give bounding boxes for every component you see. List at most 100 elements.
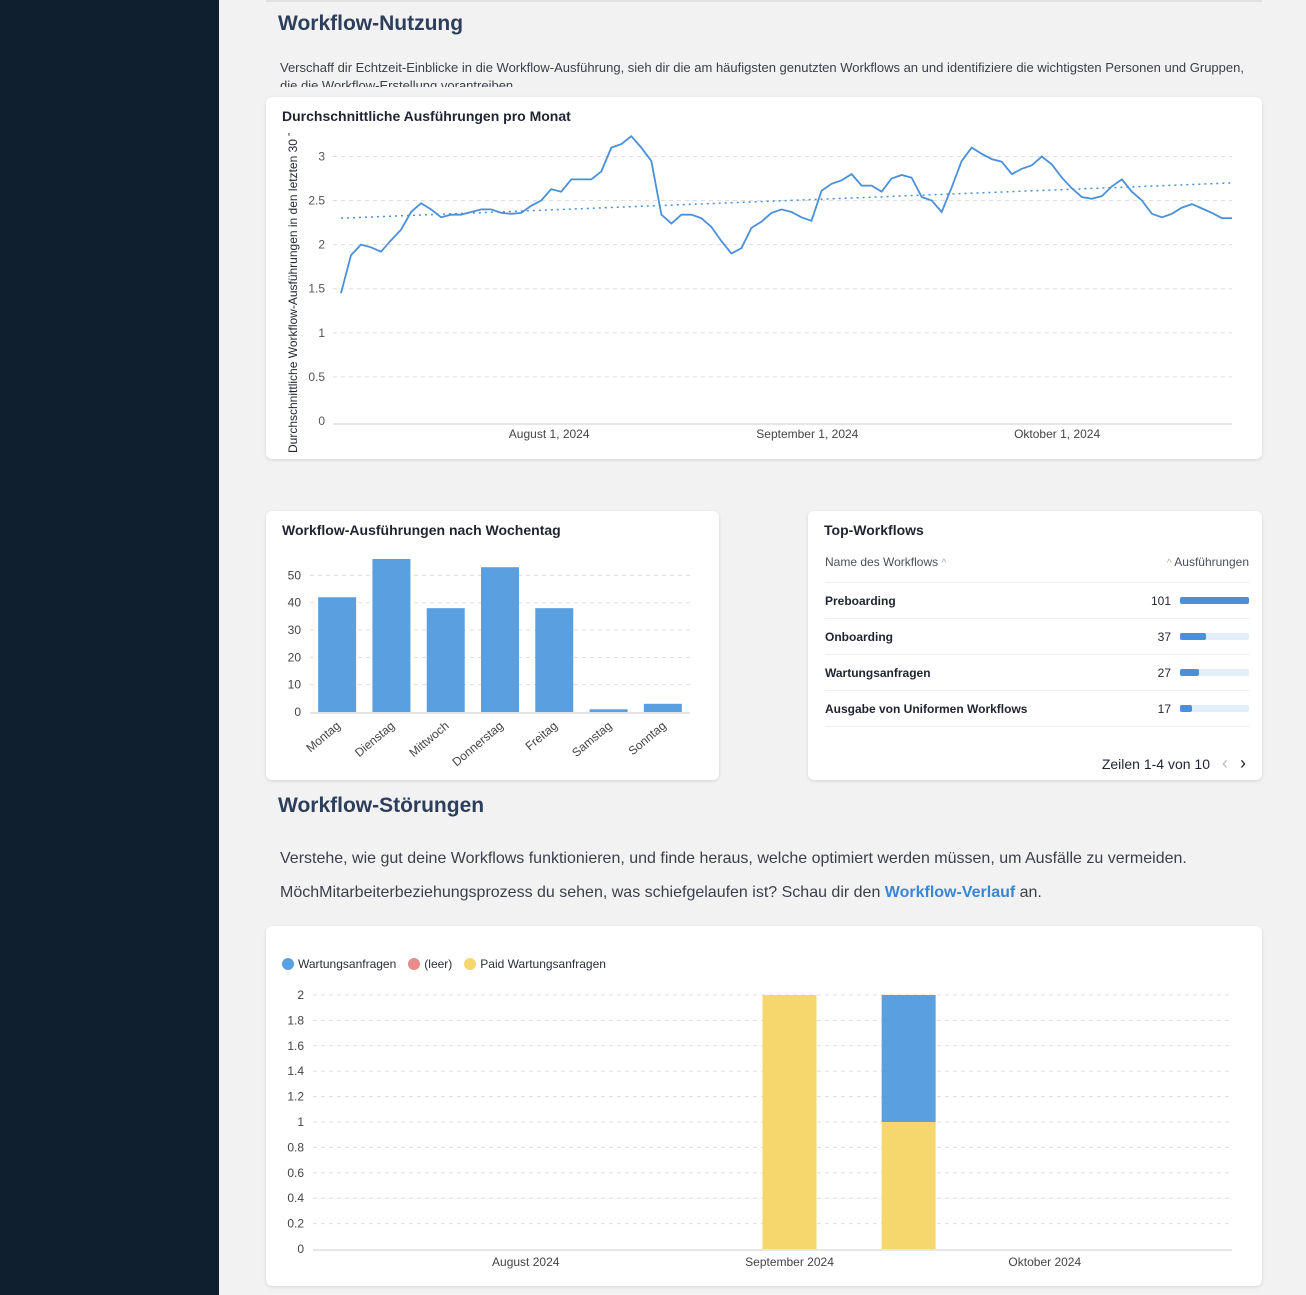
workflow-history-link[interactable]: Workflow-Verlauf bbox=[884, 884, 1016, 901]
y-tick-label: 0.8 bbox=[287, 1140, 304, 1154]
table-header: Name des Workflows ^ ^ Ausführungen bbox=[825, 555, 1249, 581]
table-row[interactable]: Ausgabe von Uniformen Workflows 17 bbox=[825, 690, 1249, 726]
count-bar bbox=[1180, 633, 1249, 640]
failures-stacked-bar-chart: 0 0.2 0.4 0.6 0.8 1 1.2 1.4 1.6 1.8 2 August 2024 S… bbox=[287, 988, 1232, 1269]
pagination-label: Zeilen 1-4 von 10 bbox=[1101, 755, 1210, 772]
stacked-bar-segment bbox=[881, 995, 936, 1122]
line-chart-title: Durchschnittliche Ausführungen pro Monat bbox=[282, 108, 571, 124]
x-tick-label: Montag bbox=[303, 719, 343, 755]
failures-hint-text: MöchMitarbeiterbeziehungsprozess du sehe… bbox=[280, 884, 885, 901]
usage-description: Verschaff dir Echtzeit-Einblicke in die … bbox=[280, 60, 1244, 87]
y-tick-label: 30 bbox=[288, 623, 302, 637]
sort-up-icon: ^ bbox=[941, 558, 947, 569]
y-tick-label: 20 bbox=[288, 650, 302, 664]
y-tick-label: 40 bbox=[288, 596, 302, 610]
legend-dot bbox=[464, 958, 477, 970]
workflow-name: Preboarding bbox=[825, 594, 896, 608]
y-tick-label: 1.2 bbox=[287, 1090, 304, 1104]
column-header-name-label: Name des Workflows bbox=[825, 555, 939, 569]
count-bar-fill bbox=[1180, 597, 1249, 604]
x-tick-label: August 1, 2024 bbox=[509, 427, 590, 441]
table-bottom-border bbox=[825, 726, 1249, 727]
x-tick-label: Sonntag bbox=[626, 719, 669, 758]
failures-legend: Wartungsanfragen (leer) Paid Wartungsanf… bbox=[282, 957, 606, 971]
y-tick-label: 1.8 bbox=[287, 1013, 304, 1027]
y-tick-label: 2 bbox=[297, 988, 304, 1002]
x-tick-label: September 1, 2024 bbox=[756, 427, 858, 441]
y-tick-label: 0.4 bbox=[287, 1191, 304, 1205]
line-chart-series bbox=[340, 134, 1232, 294]
count-bar bbox=[1180, 705, 1249, 712]
count-bar-fill bbox=[1180, 669, 1199, 676]
average-executions-card: Durchschnittliche Ausführungen pro Monat… bbox=[266, 97, 1262, 459]
count-bar bbox=[1180, 669, 1249, 676]
weekday-bar bbox=[643, 703, 682, 712]
failures-description: Verstehe, wie gut deine Workflows funkti… bbox=[280, 850, 1187, 867]
legend-dot bbox=[282, 958, 294, 970]
x-tick-label: Freitag bbox=[523, 719, 561, 754]
y-tick-label: 50 bbox=[288, 568, 302, 582]
y-tick-label: 1.6 bbox=[287, 1039, 304, 1053]
chevron-right-icon[interactable]: › bbox=[1240, 753, 1246, 773]
x-tick-label: Dienstag bbox=[352, 719, 397, 760]
workflow-name: Wartungsanfragen bbox=[825, 666, 931, 680]
count-bar bbox=[1180, 597, 1249, 604]
y-tick-label: 0.6 bbox=[287, 1166, 304, 1180]
weekday-bar-chart: 0 10 20 30 40 50 Montag Dienstag MittwochDonner… bbox=[288, 559, 690, 770]
line-chart: 0 0.5 1 1.5 2 2.5 3 August 1, 2024 September 1,… bbox=[286, 103, 1233, 453]
y-tick-label: 0.5 bbox=[308, 370, 325, 384]
y-tick-label: 2 bbox=[318, 238, 325, 252]
x-tick-label: September 2024 bbox=[745, 1255, 834, 1269]
legend-item[interactable]: (leer) bbox=[408, 957, 452, 971]
count-bar-fill bbox=[1180, 633, 1206, 640]
x-tick-label: Donnerstag bbox=[449, 719, 506, 770]
column-header-name[interactable]: Name des Workflows ^ bbox=[825, 555, 946, 569]
workflow-count: 27 bbox=[1157, 666, 1171, 680]
legend-item[interactable]: Wartungsanfragen bbox=[282, 957, 396, 971]
workflow-name: Onboarding bbox=[825, 630, 893, 644]
legend-label: Wartungsanfragen bbox=[298, 957, 397, 971]
table-row[interactable]: Wartungsanfragen 27 bbox=[825, 654, 1249, 690]
sidebar bbox=[0, 0, 219, 1295]
workflow-name: Ausgabe von Uniformen Workflows bbox=[825, 702, 1028, 716]
y-tick-label: 10 bbox=[288, 678, 302, 692]
top-workflows-card: Top-Workflows Name des Workflows ^ ^ Aus… bbox=[808, 511, 1262, 780]
top-workflows-title: Top-Workflows bbox=[824, 522, 924, 538]
failures-history-hint: MöchMitarbeiterbeziehungsprozess du sehe… bbox=[280, 884, 1042, 902]
chevron-left-icon[interactable]: ‹ bbox=[1222, 753, 1228, 773]
failures-hint-suffix: an. bbox=[1015, 884, 1042, 901]
x-tick-label: August 2024 bbox=[492, 1255, 560, 1269]
y-tick-label: 1.4 bbox=[287, 1064, 304, 1078]
sort-up-icon: ^ bbox=[1166, 558, 1172, 569]
weekday-bar bbox=[318, 597, 357, 712]
count-bar-fill bbox=[1180, 705, 1192, 712]
legend-dot bbox=[408, 958, 421, 970]
weekday-bar bbox=[535, 608, 574, 712]
table-row[interactable]: Onboarding 37 bbox=[825, 618, 1249, 654]
y-tick-label: 0.2 bbox=[287, 1217, 304, 1231]
column-header-count-label: Ausführungen bbox=[1174, 555, 1249, 569]
workflow-count: 101 bbox=[1150, 594, 1171, 608]
x-tick-label: Mittwoch bbox=[406, 719, 451, 760]
x-tick-label: Oktober 1, 2024 bbox=[1014, 427, 1100, 441]
legend-label: (leer) bbox=[424, 957, 453, 971]
y-tick-label: 1 bbox=[297, 1115, 304, 1129]
column-header-count[interactable]: ^ Ausführungen bbox=[1167, 555, 1249, 569]
stacked-bar-segment bbox=[881, 1122, 936, 1249]
y-tick-label: 0 bbox=[318, 414, 325, 428]
weekday-bar bbox=[426, 608, 465, 712]
top-divider bbox=[266, 0, 1262, 2]
weekday-bar bbox=[481, 567, 519, 712]
legend-label: Paid Wartungsanfragen bbox=[480, 957, 606, 971]
stacked-bar-segment bbox=[762, 995, 817, 1249]
y-tick-label: 2.5 bbox=[308, 194, 325, 208]
weekday-executions-card: Workflow-Ausführungen nach Wochentag 0 10… bbox=[266, 511, 719, 780]
weekday-bar bbox=[372, 559, 411, 712]
weekday-bar bbox=[589, 709, 628, 712]
line-chart-trendline bbox=[340, 182, 1233, 219]
y-tick-label: 1.5 bbox=[308, 282, 325, 296]
legend-item[interactable]: Paid Wartungsanfragen bbox=[464, 957, 606, 971]
line-chart-ylabel: Durchschnittliche Workflow-Ausführungen … bbox=[286, 103, 300, 453]
table-row[interactable]: Preboarding 101 bbox=[825, 582, 1249, 618]
x-tick-label: Oktober 2024 bbox=[1008, 1255, 1081, 1269]
